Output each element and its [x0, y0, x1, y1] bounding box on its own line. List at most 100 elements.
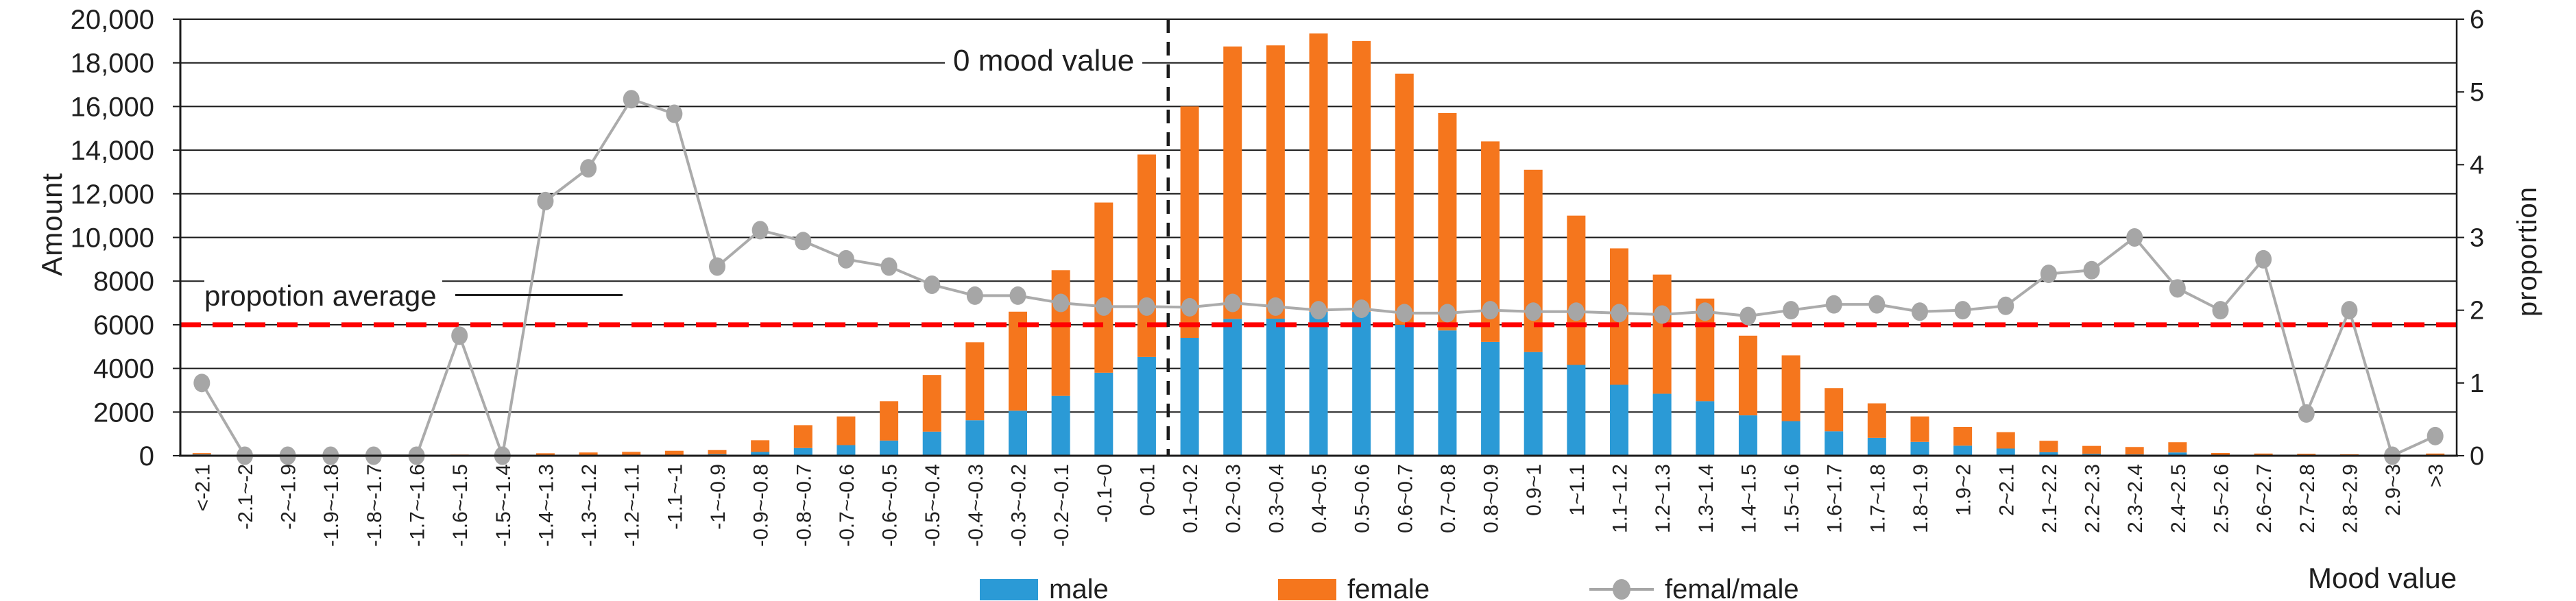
right-axis-tick-label: 6	[2470, 5, 2484, 34]
bar-female	[1009, 311, 1028, 411]
x-category-label: 2.8~2.9	[2339, 464, 2361, 533]
left-axis-tick-label: 20,000	[71, 5, 154, 35]
bar-male	[1009, 410, 1028, 456]
left-axis-tick-label: 12,000	[71, 180, 154, 210]
bar-female	[836, 416, 856, 445]
left-axis-tick-label: 14,000	[71, 136, 154, 166]
bar-male	[1825, 431, 1844, 456]
x-category-label: 0.3~0.4	[1265, 464, 1288, 533]
ratio-line-marker	[1310, 301, 1327, 320]
bar-female	[708, 450, 727, 454]
x-category-label: -0.6~-0.5	[879, 464, 902, 547]
ratio-line-marker	[2169, 279, 2186, 298]
legend-ratio-dot	[1613, 579, 1630, 600]
ratio-line-marker	[1868, 295, 1886, 314]
ratio-line-marker	[623, 90, 640, 109]
x-category-label: -2~-1.9	[278, 464, 300, 530]
bar-female	[2426, 453, 2445, 456]
x-category-label: -1.3~-1.2	[578, 464, 601, 547]
y-axis-title-proportion: proportion	[2512, 186, 2542, 317]
bar-male	[965, 420, 985, 456]
ratio-line-marker	[1052, 293, 1070, 312]
right-axis-tick-label: 1	[2470, 369, 2484, 398]
bar-female	[965, 342, 985, 421]
x-category-label: 1.5~1.6	[1781, 464, 1803, 533]
ratio-line-marker	[2083, 260, 2100, 280]
x-category-label: -0.2~-0.1	[1050, 464, 1073, 547]
bar-male	[1438, 330, 1457, 456]
ratio-line-marker	[1138, 297, 1155, 316]
bar-female	[2297, 454, 2316, 456]
ratio-line-marker	[1439, 304, 1456, 323]
bar-male	[1910, 441, 1929, 456]
ratio-line-marker	[666, 104, 683, 123]
ratio-line-marker	[2212, 301, 2229, 320]
x-category-label: 2.1~2.2	[2038, 464, 2061, 533]
bar-female	[1309, 33, 1328, 312]
bar-female	[622, 452, 641, 456]
x-category-label: 1.6~1.7	[1824, 464, 1846, 533]
right-axis-tick-label: 3	[2470, 224, 2484, 253]
x-category-label: -1.8~-1.7	[363, 464, 386, 547]
bar-female	[1051, 270, 1070, 396]
bar-male	[751, 452, 770, 456]
ratio-line-marker	[1911, 302, 1928, 321]
x-category-label: 0.2~0.3	[1223, 464, 1245, 533]
ratio-line-marker	[1825, 295, 1842, 314]
left-axis-tick-label: 2000	[93, 397, 154, 428]
legend-ratio-line-marker-icon	[1589, 578, 1654, 601]
ratio-line-marker	[1482, 301, 1499, 320]
ratio-line-marker	[1224, 293, 1241, 312]
bar-female	[1781, 355, 1801, 421]
bar-female	[2211, 453, 2230, 456]
x-category-label: -1.1~-1	[664, 464, 686, 530]
ratio-line-marker	[795, 232, 812, 251]
x-category-label: -0.9~-0.8	[750, 464, 773, 547]
ratio-line-marker	[2341, 301, 2358, 320]
ratio-line-marker	[1954, 301, 1971, 320]
bar-male	[1781, 421, 1801, 456]
bar-male	[1137, 356, 1156, 456]
bar-female	[1910, 416, 1929, 442]
x-category-label: -0.1~0	[1094, 464, 1116, 523]
bar-female	[751, 440, 770, 452]
ratio-line-marker	[2298, 404, 2315, 423]
ratio-line-marker	[1696, 302, 1713, 321]
x-category-label: -1.7~-1.6	[407, 464, 429, 547]
bar-female	[1953, 426, 1973, 446]
bar-male	[1567, 365, 1586, 456]
x-category-label: <-2.1	[191, 464, 214, 511]
legend-item-female: female	[1278, 574, 1430, 601]
left-axis-tick-label: 8000	[93, 267, 154, 297]
annotation-zero-mood-value: 0 mood value	[945, 44, 1143, 78]
bar-female	[1867, 403, 1886, 438]
ratio-line-marker	[580, 159, 597, 178]
right-axis-tick-label: 4	[2470, 151, 2484, 180]
ratio-line-marker	[193, 373, 210, 393]
bar-male	[1524, 352, 1543, 456]
x-category-label: -1.9~-1.8	[320, 464, 343, 547]
x-category-label: -1~-0.9	[707, 464, 730, 530]
bar-male	[1652, 393, 1672, 456]
bar-male	[2039, 452, 2058, 456]
x-category-label: 2.5~2.6	[2210, 464, 2232, 533]
ratio-line-marker	[1095, 297, 1112, 316]
x-category-label: 0~0.1	[1136, 464, 1159, 516]
x-category-label: 1~1.1	[1566, 464, 1589, 516]
ratio-line-marker	[1997, 296, 2014, 315]
bar-female	[535, 453, 555, 456]
ratio-line-marker	[1267, 297, 1284, 316]
bar-male	[1696, 401, 1715, 456]
ratio-line-marker	[880, 257, 898, 276]
bar-male	[1996, 448, 2015, 456]
x-category-label: 0.9~1	[1523, 464, 1545, 516]
ratio-line-marker	[451, 326, 468, 345]
x-category-label: 1.3~1.4	[1695, 464, 1718, 533]
ratio-line-marker	[2427, 426, 2444, 445]
bar-female	[1352, 40, 1371, 312]
bar-female	[664, 450, 684, 455]
ratio-line-marker	[537, 191, 554, 210]
left-axis-tick-label: 4000	[93, 354, 154, 384]
ratio-line-marker	[966, 286, 983, 305]
ratio-line-marker	[1783, 301, 1800, 320]
